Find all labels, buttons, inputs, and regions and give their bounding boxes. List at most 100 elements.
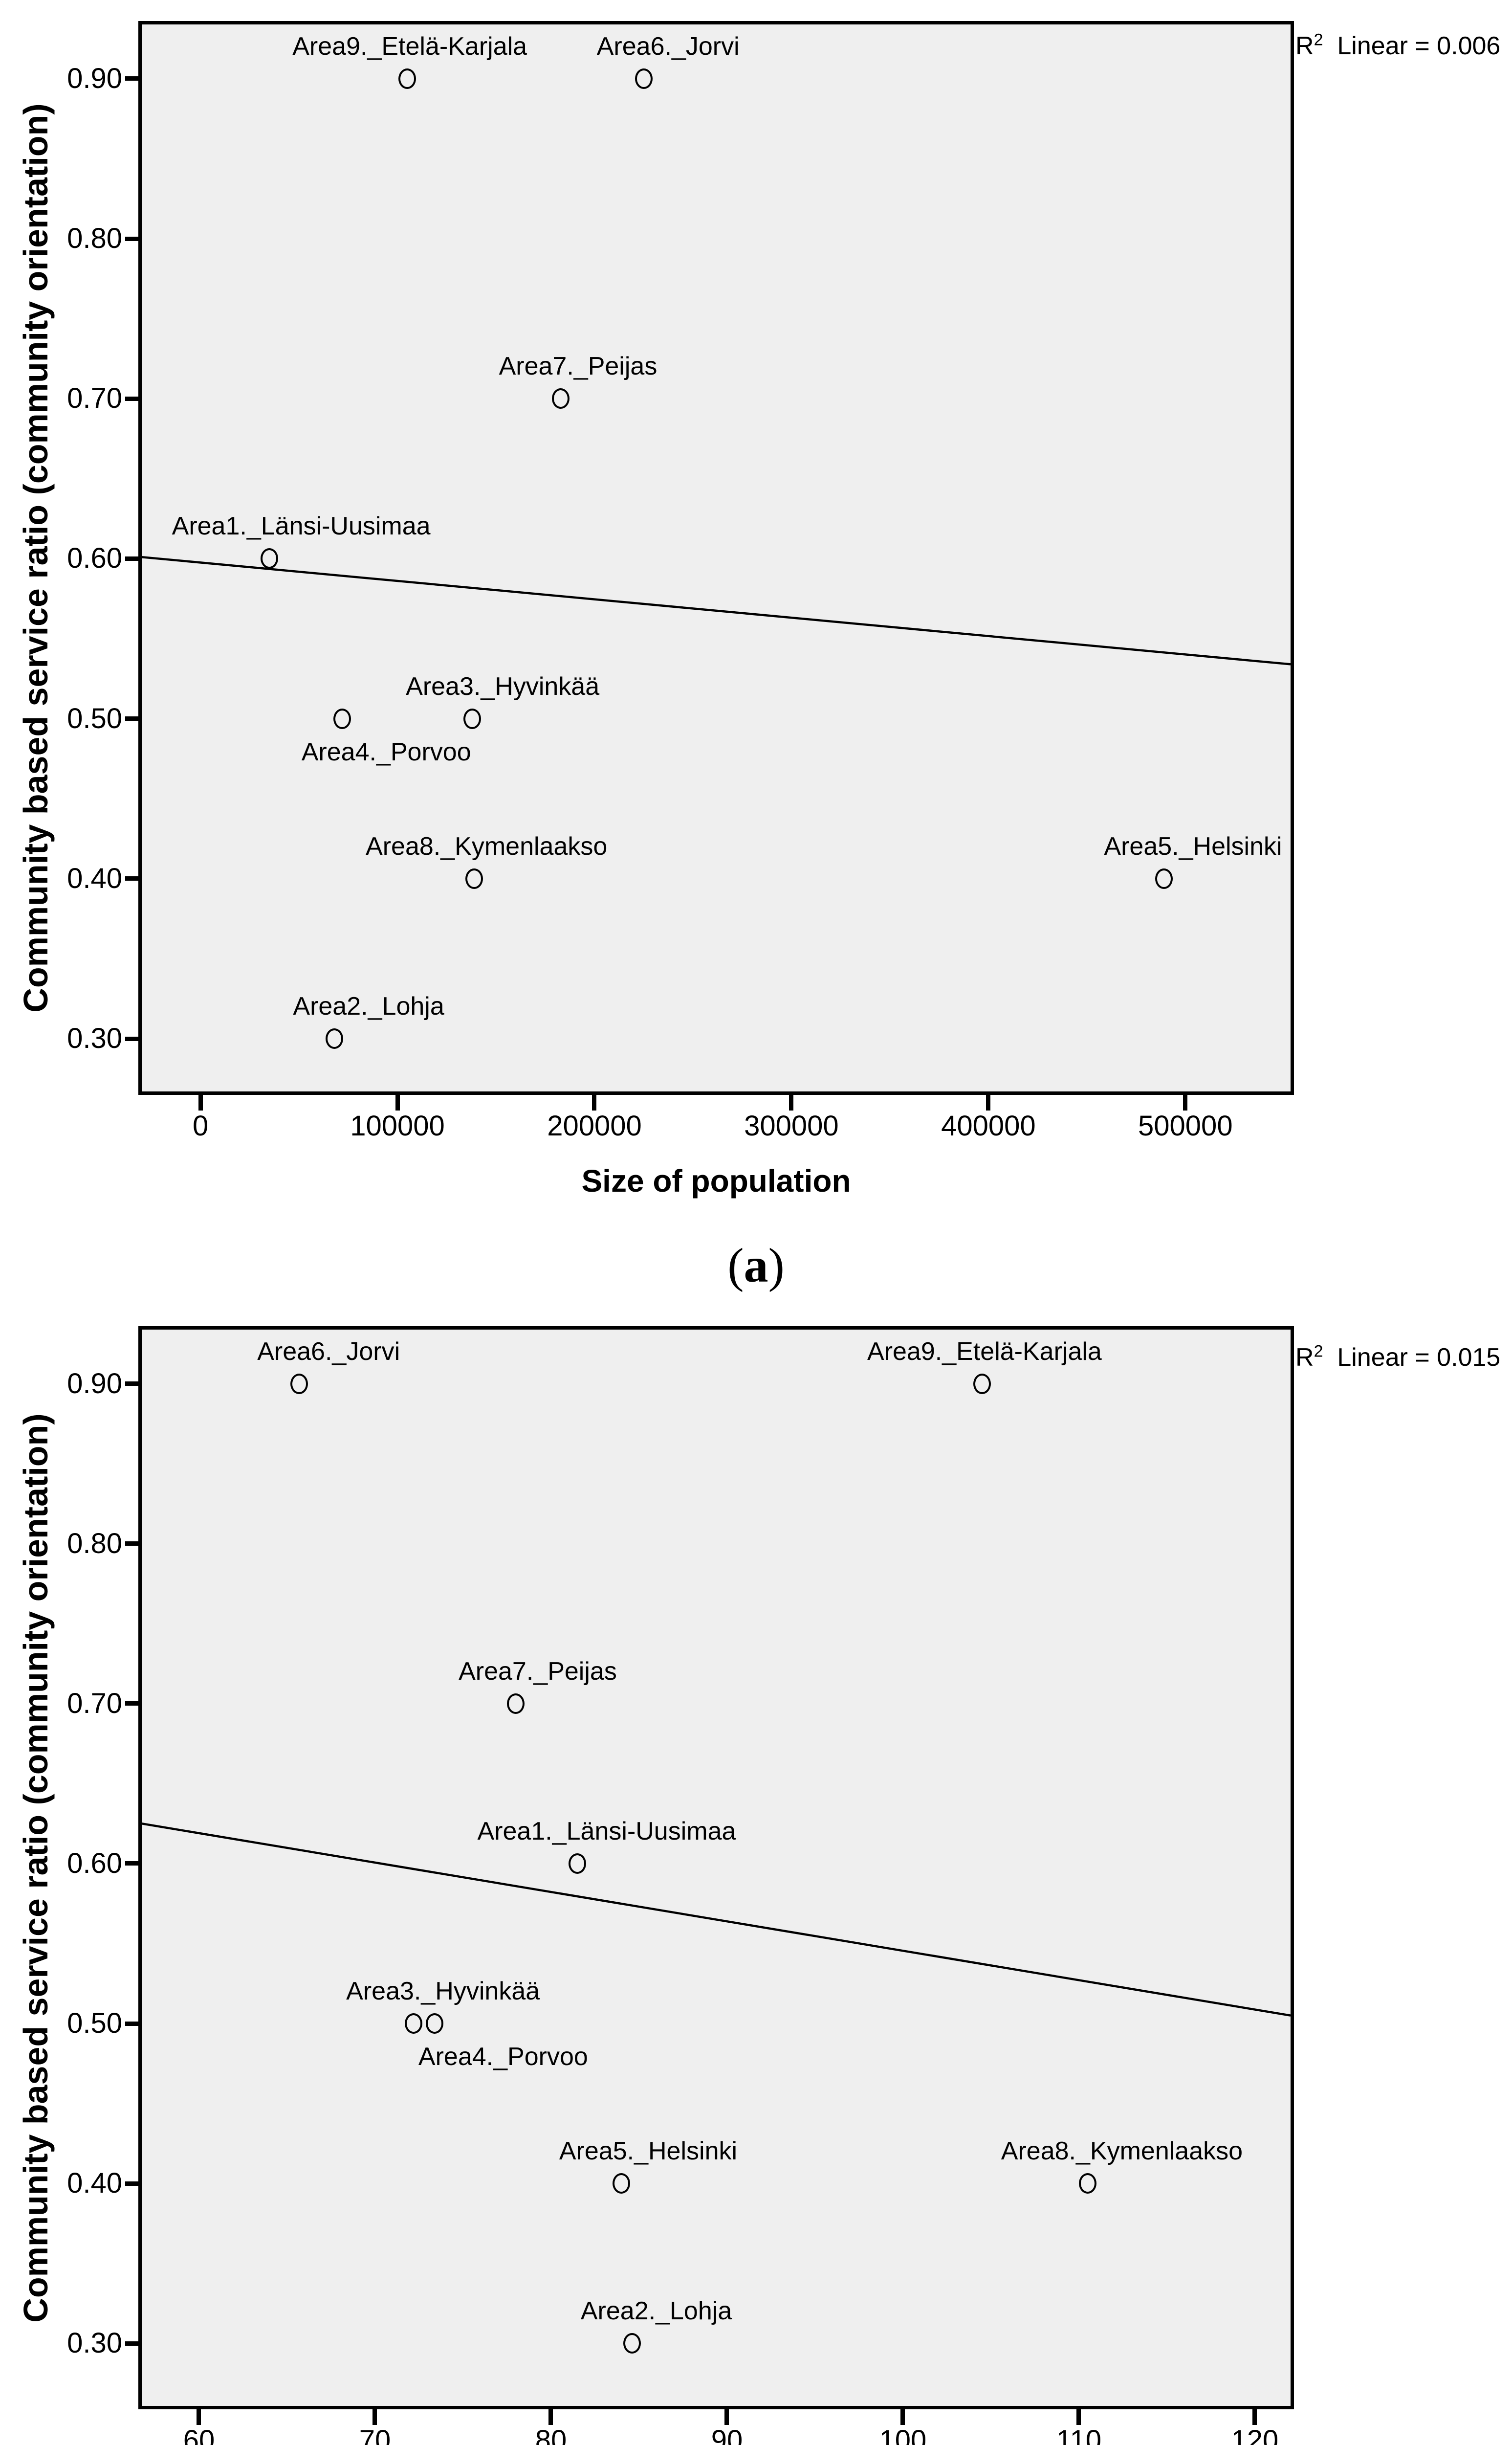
x-tick-label: 0 [192, 1110, 209, 1142]
data-point-marker [290, 1373, 308, 1394]
data-point-marker [623, 2333, 641, 2354]
data-point-label: Area2._Lohja [293, 992, 444, 1021]
y-tick-label: 0.80 [67, 222, 122, 255]
x-tick-label: 300000 [744, 1110, 839, 1142]
data-point-label: Area8._Kymenlaakso [366, 832, 608, 861]
x-tick-label: 70 [359, 2424, 391, 2445]
y-tick-label: 0.60 [67, 542, 122, 575]
data-point-label: Area6._Jorvi [257, 1337, 400, 1366]
caption-paren-close: ) [768, 1238, 785, 1292]
y-tick-label: 0.80 [67, 1527, 122, 1559]
y-axis-title: Community based service ratio (community… [17, 103, 55, 1013]
data-point-label: Area6._Jorvi [596, 32, 740, 61]
x-tick-label: 400000 [941, 1110, 1036, 1142]
x-tick-label: 90 [711, 2424, 743, 2445]
x-tick-mark [900, 2409, 905, 2425]
data-point-label: Area2._Lohja [580, 2297, 732, 2326]
y-tick-label: 0.40 [67, 862, 122, 894]
x-tick-mark [724, 2409, 729, 2425]
x-tick-mark [1252, 2409, 1257, 2425]
x-tick-mark [373, 2409, 377, 2425]
data-point-marker [1078, 2173, 1096, 2194]
y-tick-label: 0.30 [67, 1022, 122, 1055]
data-point-marker [465, 868, 483, 889]
x-tick-mark [592, 1095, 597, 1111]
x-tick-mark [548, 2409, 553, 2425]
y-tick-label: 0.90 [67, 1367, 122, 1400]
y-tick-label: 0.30 [67, 2327, 122, 2359]
x-tick-mark [198, 1095, 203, 1111]
y-tick-mark [125, 236, 141, 241]
plot-frame [138, 21, 1294, 1095]
data-point-label: Area4._Porvoo [418, 2043, 588, 2071]
x-tick-mark [395, 1095, 400, 1111]
y-tick-label: 0.70 [67, 1687, 122, 1719]
y-tick-mark [125, 1861, 141, 1866]
x-axis-title: Size of population [581, 1163, 851, 1199]
y-tick-mark [125, 716, 141, 721]
y-axis-title: Community based service ratio (community… [17, 1413, 55, 2323]
y-tick-mark [125, 1036, 141, 1041]
y-tick-label: 0.60 [67, 1847, 122, 1879]
data-point-marker [405, 2013, 423, 2034]
y-tick-label: 0.50 [67, 702, 122, 734]
data-point-marker [568, 1853, 586, 1874]
data-point-label: Area1._Länsi-Uusimaa [477, 1817, 736, 1845]
y-tick-label: 0.40 [67, 2167, 122, 2200]
y-tick-label: 0.50 [67, 2007, 122, 2040]
x-tick-label: 100 [879, 2424, 927, 2445]
r-squared-base: R [1295, 1343, 1314, 1372]
data-point-label: Area8._Kymenlaakso [1001, 2137, 1243, 2166]
x-tick-mark [789, 1095, 794, 1111]
data-point-marker [635, 68, 653, 89]
y-tick-mark [125, 1541, 141, 1546]
plot-frame [138, 1326, 1294, 2409]
x-tick-mark [986, 1095, 991, 1111]
r-squared-annotation: R2 Linear = 0.015 [1295, 1342, 1501, 1372]
r-squared-exponent: 2 [1314, 1342, 1323, 1361]
y-tick-mark [125, 76, 141, 81]
data-point-label: Area9._Etelä-Karjala [292, 32, 527, 61]
x-tick-mark [1076, 2409, 1081, 2425]
regression-line [142, 1823, 1291, 2017]
data-point-label: Area5._Helsinki [1104, 832, 1282, 861]
y-tick-label: 0.70 [67, 382, 122, 415]
x-tick-label: 120 [1231, 2424, 1279, 2445]
data-point-label: Area3._Hyvinkää [346, 1977, 540, 2006]
caption-paren-open: ( [727, 1238, 744, 1292]
data-point-label: Area5._Helsinki [559, 2137, 738, 2166]
x-tick-label: 100000 [350, 1110, 445, 1142]
data-point-marker [552, 388, 570, 409]
y-tick-label: 0.90 [67, 62, 122, 94]
y-tick-mark [125, 1381, 141, 1386]
data-point-label: Area7._Peijas [459, 1657, 617, 1686]
data-point-marker [398, 68, 416, 89]
y-tick-mark [125, 1701, 141, 1706]
x-tick-label: 110 [1056, 2424, 1102, 2445]
y-tick-mark [125, 556, 141, 561]
data-point-marker [326, 1028, 344, 1049]
data-point-label: Area4._Porvoo [301, 737, 471, 766]
r-squared-base: R [1295, 32, 1314, 60]
x-tick-label: 500000 [1138, 1110, 1233, 1142]
r-squared-value: Linear = 0.015 [1337, 1343, 1501, 1372]
data-point-marker [333, 708, 351, 729]
data-point-label: Area9._Etelä-Karjala [867, 1337, 1102, 1366]
caption-letter: a [744, 1238, 768, 1292]
data-point-label: Area1._Länsi-Uusimaa [172, 512, 431, 541]
data-point-marker [426, 2013, 444, 2034]
y-tick-mark [125, 2021, 141, 2026]
x-tick-mark [1183, 1095, 1188, 1111]
x-tick-label: 200000 [547, 1110, 642, 1142]
data-point-marker [1155, 868, 1173, 889]
y-tick-mark [125, 2341, 141, 2346]
x-tick-label: 80 [535, 2424, 567, 2445]
data-point-label: Area3._Hyvinkää [406, 672, 600, 701]
regression-line [142, 556, 1291, 666]
data-point-marker [506, 1693, 525, 1714]
r-squared-exponent: 2 [1314, 30, 1323, 49]
r-squared-value: Linear = 0.006 [1337, 32, 1501, 60]
data-point-label: Area7._Peijas [499, 352, 657, 381]
panel-caption: (a) [0, 1239, 1512, 1292]
